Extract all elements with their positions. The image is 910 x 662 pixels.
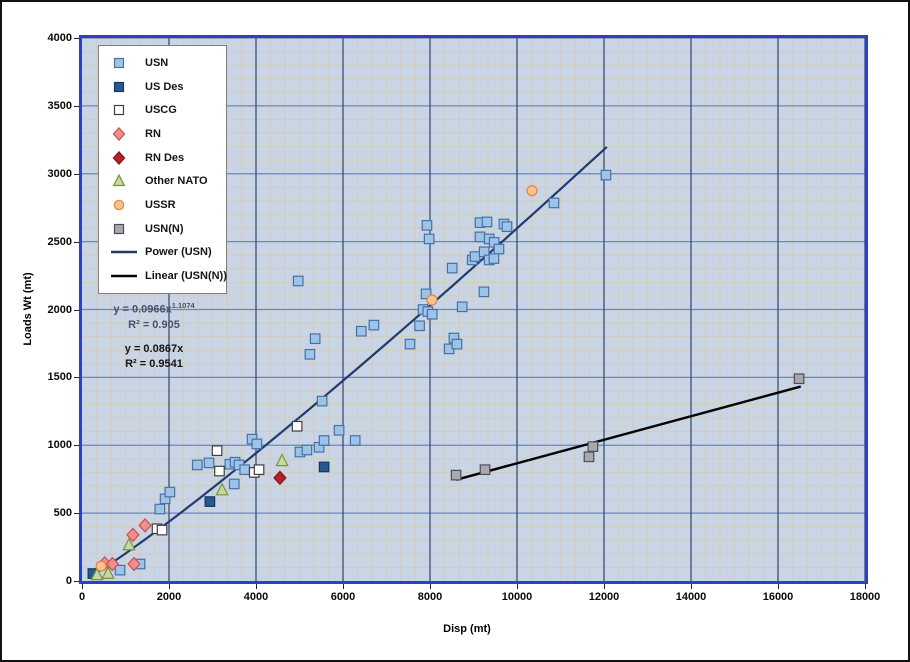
x-tick-mark xyxy=(691,584,692,589)
x-tick-label: 8000 xyxy=(417,591,443,603)
power-trendline-equation: y = 0.0966x1.1074 R² = 0.905 xyxy=(86,298,222,333)
series-ussr[interactable] xyxy=(95,185,538,572)
legend-marker-square-icon xyxy=(111,222,137,236)
series-us-des[interactable] xyxy=(87,461,330,579)
legend-item-usn-n[interactable]: USN(N) xyxy=(111,219,224,239)
y-tick-mark xyxy=(74,309,79,311)
power-equation-line: y = 0.0966x1.1074 xyxy=(113,301,195,316)
x-tick-mark xyxy=(256,584,257,589)
legend-label: USN xyxy=(145,56,169,69)
linear-equation-line: y = 0.0867x xyxy=(124,343,184,355)
linear-r2-line: R² = 0.9541 xyxy=(125,358,183,370)
x-tick-mark xyxy=(865,584,866,589)
x-tick-label: 0 xyxy=(78,591,86,603)
x-tick-mark xyxy=(169,584,170,589)
legend-marker-triangle-icon xyxy=(111,174,137,188)
legend-item-us-des[interactable]: US Des xyxy=(111,77,224,97)
legend-item-rn-des[interactable]: RN Des xyxy=(111,148,224,168)
y-tick-mark xyxy=(74,513,79,515)
legend-item-usn[interactable]: USN xyxy=(111,53,224,73)
legend-item-rn[interactable]: RN xyxy=(111,124,224,144)
trendline-linear-usn-n[interactable] xyxy=(455,385,801,481)
legend-label: USN(N) xyxy=(145,222,184,235)
x-tick-label: 6000 xyxy=(330,591,356,603)
legend-label: USCG xyxy=(145,104,177,117)
y-tick-mark xyxy=(74,173,79,175)
series-usn[interactable] xyxy=(114,169,612,576)
y-tick-mark xyxy=(74,445,79,447)
series-rn-des[interactable] xyxy=(273,470,287,486)
trendline-power-usn[interactable] xyxy=(92,146,608,576)
legend-line-swatch xyxy=(111,245,137,259)
x-tick-label: 12000 xyxy=(588,591,620,603)
x-tick-label: 14000 xyxy=(675,591,707,603)
legend-item-power-usn[interactable]: Power (USN) xyxy=(111,242,224,262)
legend-marker-square-icon xyxy=(111,80,137,94)
legend-marker-square-icon xyxy=(111,56,137,70)
series-uscg[interactable] xyxy=(151,420,303,536)
legend-label: Power (USN) xyxy=(145,246,212,259)
y-tick-mark xyxy=(74,241,79,243)
legend-label: USSR xyxy=(145,198,176,211)
y-tick-label: 3000 xyxy=(47,167,72,180)
y-tick-mark xyxy=(74,581,79,582)
y-tick-label: 2500 xyxy=(47,235,72,248)
x-tick-mark xyxy=(430,584,431,589)
y-axis-title: Loads Wt (mt) xyxy=(22,272,34,346)
y-tick-label: 1000 xyxy=(47,439,72,452)
legend-label: Other NATO xyxy=(145,175,208,188)
x-axis-title: Disp (mt) xyxy=(443,623,491,635)
linear-trendline-equation: y = 0.0867x R² = 0.9541 xyxy=(86,342,222,372)
legend-item-uscg[interactable]: USCG xyxy=(111,100,224,120)
power-r2-line: R² = 0.905 xyxy=(128,318,180,331)
y-tick-label: 0 xyxy=(65,575,72,587)
y-tick-label: 1500 xyxy=(47,371,72,384)
x-tick-mark xyxy=(778,584,779,589)
legend-label: Linear (USN(N)) xyxy=(145,270,227,283)
legend-line-swatch xyxy=(111,269,137,283)
series-other-nato[interactable] xyxy=(90,453,289,581)
x-tick-label: 18000 xyxy=(849,591,881,603)
x-tick-mark xyxy=(517,584,518,589)
legend-item-other-nato[interactable]: Other NATO xyxy=(111,171,224,191)
y-tick-label: 2000 xyxy=(47,303,72,316)
legend-marker-diamond-icon xyxy=(111,150,137,165)
y-tick-mark xyxy=(74,105,79,107)
y-tick-mark xyxy=(74,38,79,39)
y-tick-label: 500 xyxy=(53,507,72,520)
legend-item-linear-usn-n[interactable]: Linear (USN(N)) xyxy=(111,266,227,286)
x-tick-label: 4000 xyxy=(243,591,269,603)
legend-label: RN Des xyxy=(145,151,185,164)
legend-marker-diamond-icon xyxy=(111,126,137,141)
x-tick-mark xyxy=(604,584,605,589)
legend-label: US Des xyxy=(145,80,184,93)
legend[interactable]: USN US Des USCG RN RN Des Other NATO USSR USN(N… xyxy=(98,45,227,294)
x-tick-mark xyxy=(82,584,83,589)
x-tick-label: 10000 xyxy=(501,591,533,603)
y-tick-label: 3500 xyxy=(47,99,72,112)
series-usn-n[interactable] xyxy=(450,373,805,481)
y-tick-mark xyxy=(74,377,79,379)
x-tick-label: 16000 xyxy=(762,591,794,603)
legend-label: RN xyxy=(145,127,161,140)
y-tick-label: 4000 xyxy=(47,32,72,44)
legend-item-ussr[interactable]: USSR xyxy=(111,195,224,215)
legend-marker-circle-icon xyxy=(111,198,137,212)
x-tick-mark xyxy=(343,584,344,589)
x-tick-label: 2000 xyxy=(156,591,182,603)
legend-marker-square-icon xyxy=(111,103,137,117)
